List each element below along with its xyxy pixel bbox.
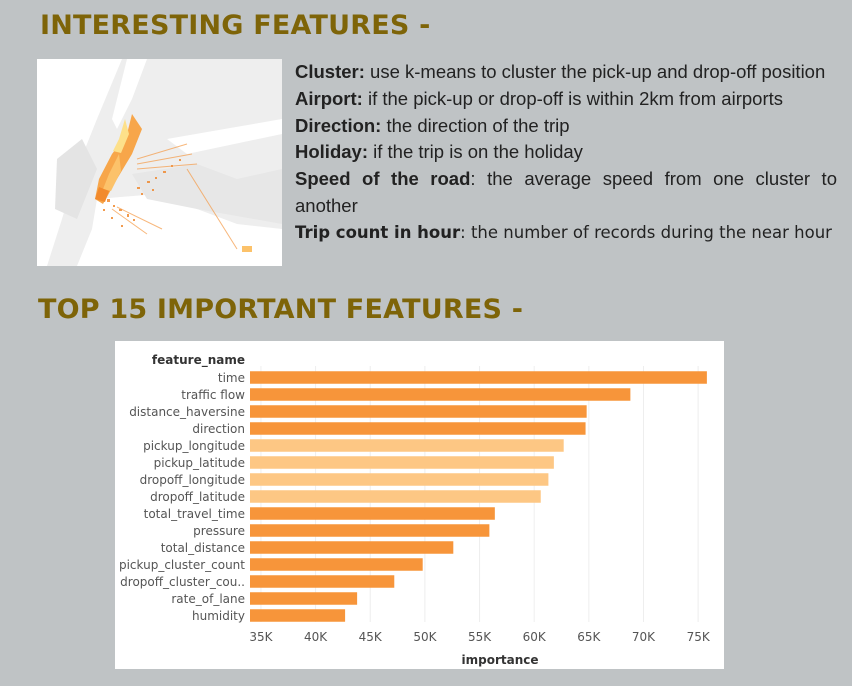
feature-desc: if the trip is on the holiday — [367, 141, 583, 163]
feature-airport: Airport: if the pick-up or drop-off is w… — [295, 86, 837, 113]
bar — [250, 609, 346, 622]
bar — [250, 575, 395, 588]
feature-desc: : the average speed from one cluster to … — [295, 168, 837, 216]
category-label: dropoff_cluster_cou.. — [120, 575, 245, 589]
category-label: pickup_longitude — [143, 439, 245, 453]
category-label: pressure — [193, 524, 245, 538]
bar — [250, 371, 707, 384]
category-label: time — [218, 371, 245, 385]
y-axis-header: feature_name — [152, 353, 245, 368]
top-features-heading: TOP 15 IMPORTANT FEATURES - — [38, 294, 524, 325]
feature-desc: : the number of records during the near … — [460, 222, 832, 242]
category-label: distance_haversine — [129, 405, 245, 419]
x-tick-label: 50K — [413, 630, 437, 644]
x-tick-label: 35K — [249, 630, 273, 644]
bar — [250, 439, 564, 452]
bar — [250, 541, 454, 554]
category-label: total_distance — [161, 541, 245, 555]
interesting-features-heading: INTERESTING FEATURES - — [40, 10, 431, 41]
bar — [250, 405, 587, 418]
feature-desc: use k-means to cluster the pick-up and d… — [364, 61, 826, 82]
feature-term: Speed of the road — [295, 168, 471, 190]
feature-cluster: Cluster: use k-means to cluster the pick… — [295, 59, 837, 86]
feature-term: Direction: — [295, 114, 382, 136]
x-tick-label: 70K — [632, 630, 656, 644]
category-label: total_travel_time — [144, 507, 245, 521]
category-label: dropoff_longitude — [140, 473, 245, 487]
category-label: traffic flow — [181, 388, 245, 402]
x-tick-label: 55K — [468, 630, 492, 644]
category-label: direction — [192, 422, 245, 436]
feature-list: Cluster: use k-means to cluster the pick… — [295, 59, 837, 247]
category-label: pickup_cluster_count — [119, 558, 245, 572]
x-tick-label: 65K — [577, 630, 601, 644]
x-tick-label: 45K — [359, 630, 383, 644]
bar — [250, 592, 358, 605]
feature-term: Cluster: — [295, 61, 365, 82]
feature-holiday: Holiday: if the trip is on the holiday — [295, 139, 837, 166]
category-label: pickup_latitude — [154, 456, 245, 470]
x-tick-label: 40K — [304, 630, 328, 644]
bar — [250, 388, 631, 401]
category-label: dropoff_latitude — [150, 490, 245, 504]
feature-direction: Direction: the direction of the trip — [295, 113, 837, 140]
x-axis-label: importance — [462, 653, 539, 667]
x-tick-label: 60K — [523, 630, 547, 644]
map-graphic — [37, 59, 282, 266]
bar — [250, 473, 549, 486]
nyc-map-image — [37, 59, 282, 266]
bar — [250, 524, 490, 537]
x-tick-label: 75K — [687, 630, 711, 644]
feature-term: Trip count in hour — [295, 222, 461, 242]
feature-desc: the direction of the trip — [381, 114, 570, 136]
category-label: rate_of_lane — [171, 592, 245, 606]
feature-term: Airport: — [295, 87, 363, 109]
feature-desc: if the pick-up or drop-off is within 2km… — [362, 87, 783, 109]
bar — [250, 456, 554, 469]
bar — [250, 422, 586, 435]
feature-term: Holiday: — [295, 141, 368, 163]
bar — [250, 490, 541, 503]
category-label: humidity — [192, 609, 245, 623]
bar — [250, 507, 495, 520]
feature-speed: Speed of the road: the average speed fro… — [295, 166, 837, 220]
bar — [250, 558, 423, 571]
feature-trip-count: Trip count in hour: the number of record… — [295, 220, 837, 247]
